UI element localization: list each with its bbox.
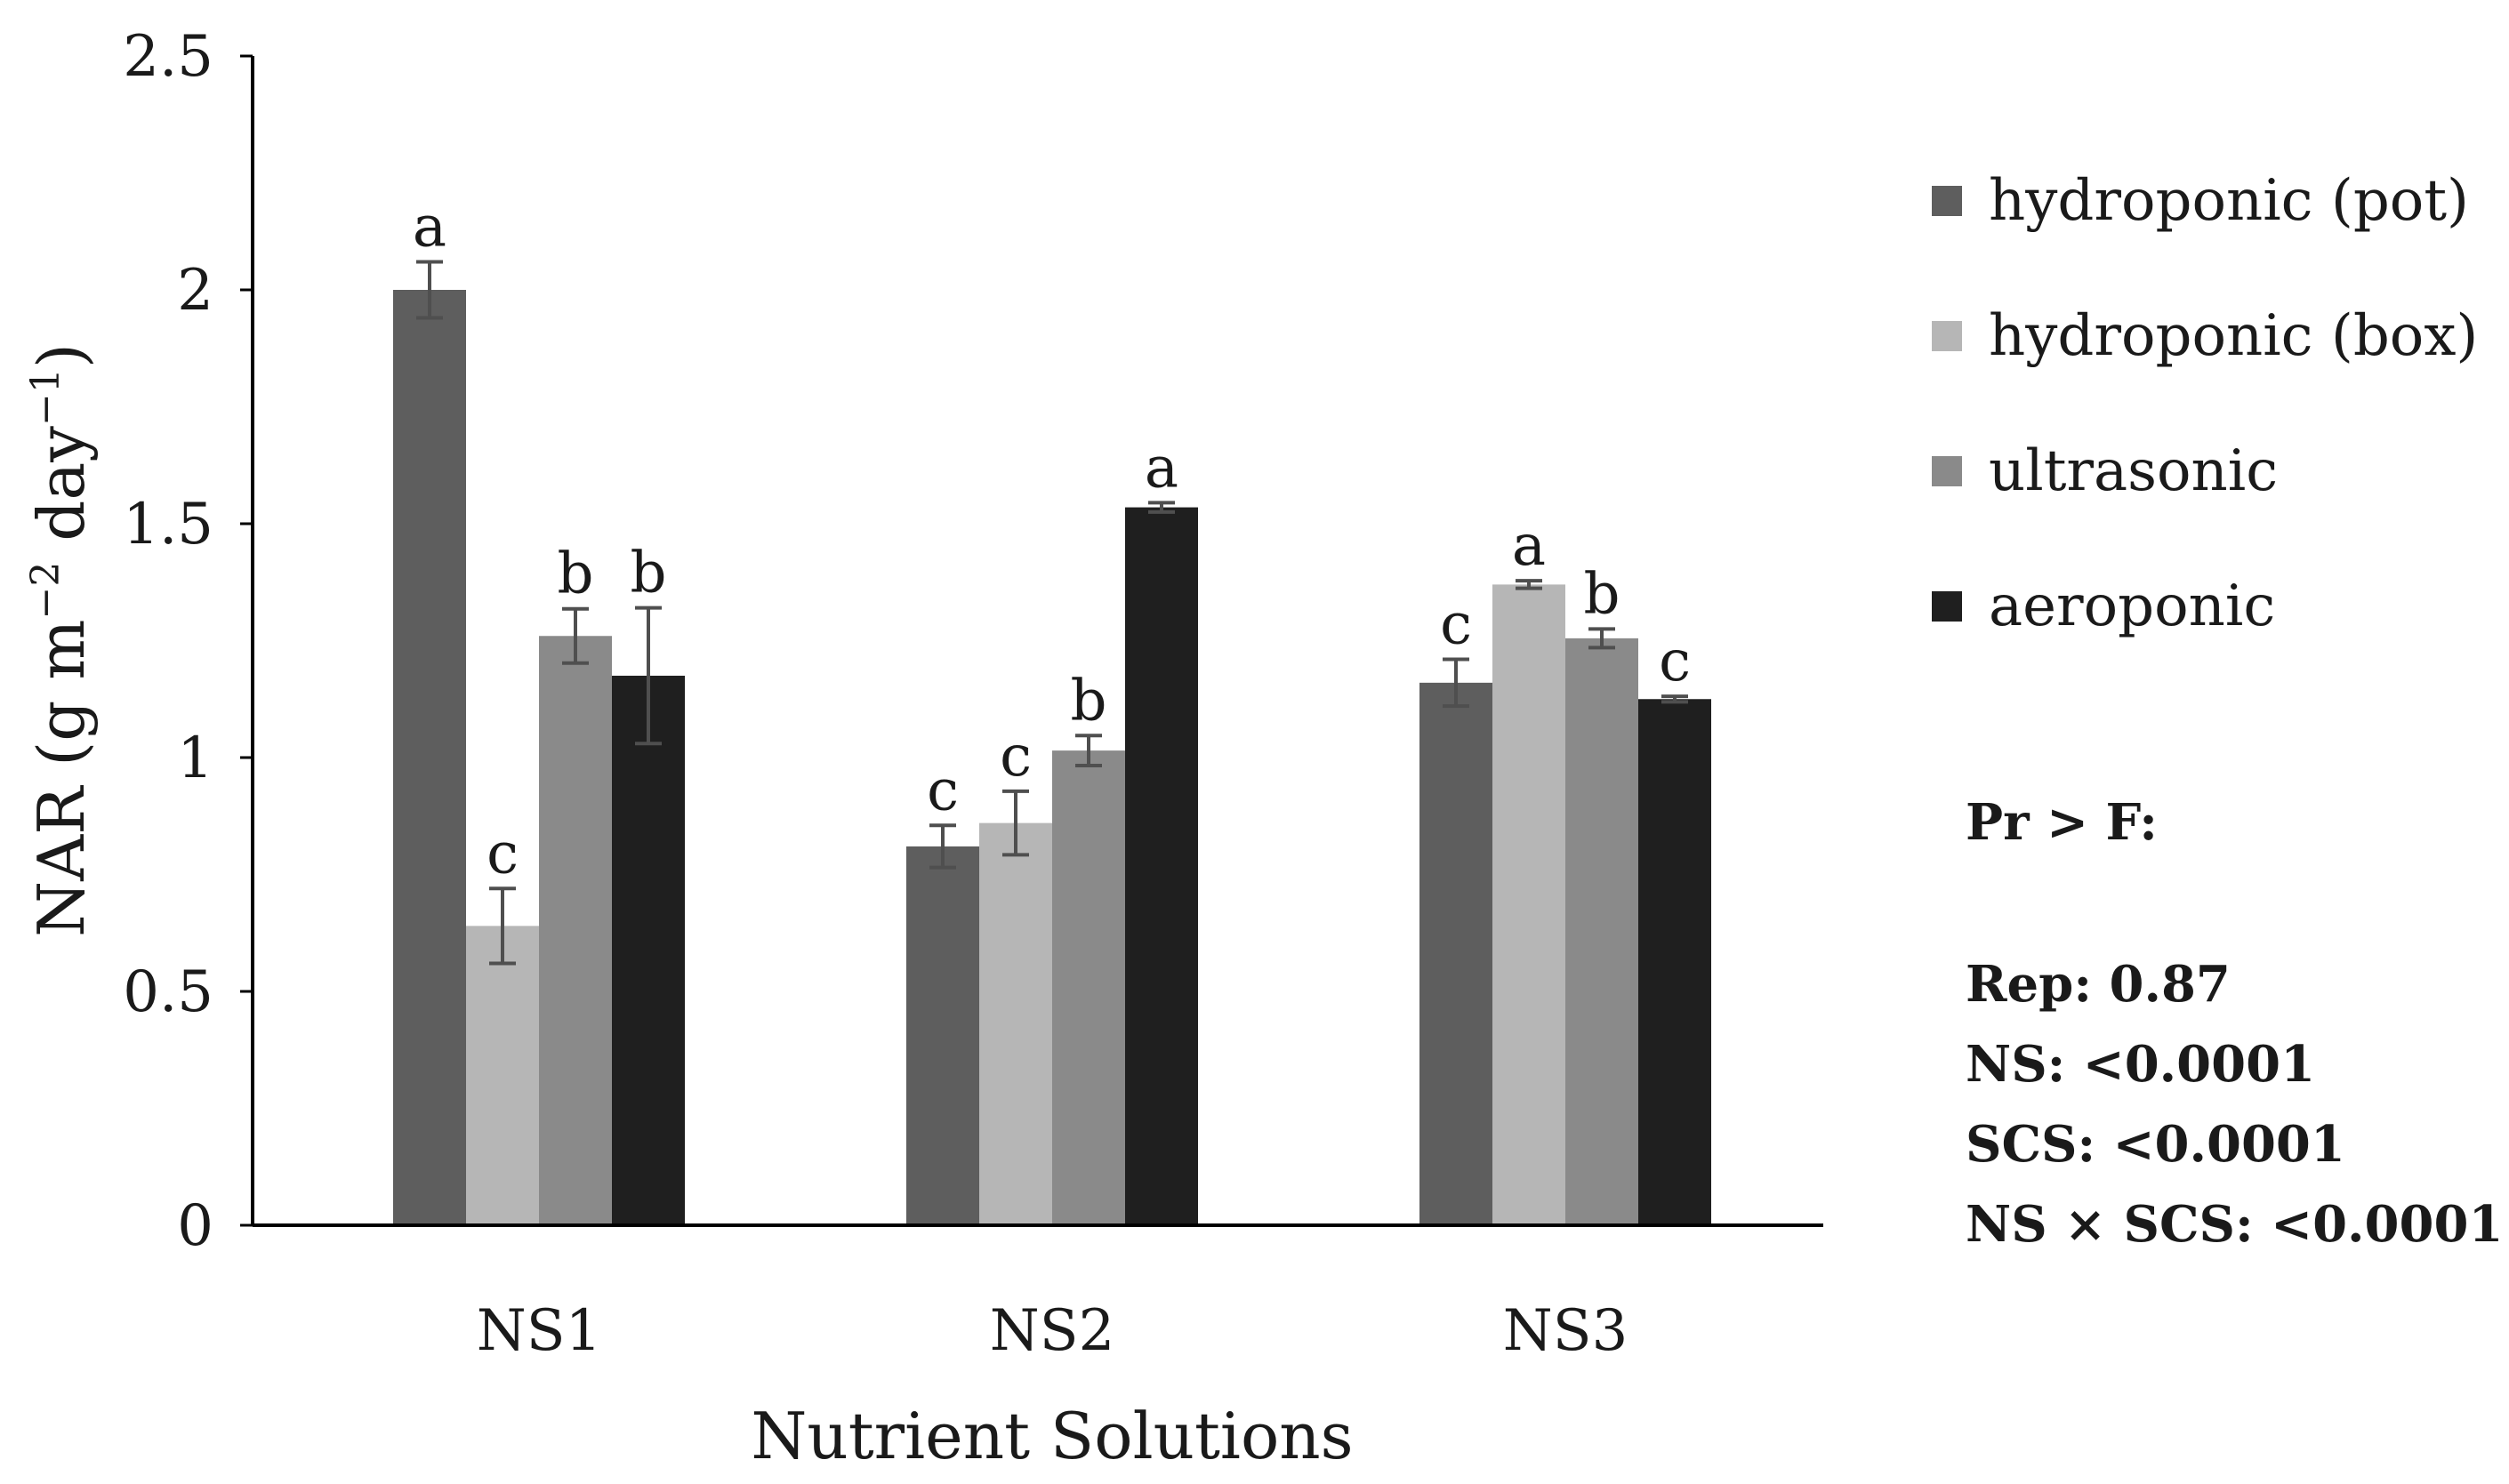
bar bbox=[466, 926, 539, 1225]
y-axis-title-exp2: −1 bbox=[23, 368, 68, 426]
y-axis-title: NAR (g m−2 day−1) bbox=[23, 343, 99, 937]
error-bar bbox=[1002, 789, 1029, 857]
error-bar bbox=[489, 886, 516, 966]
legend-item-hydroponic-box: hydroponic (box) bbox=[1932, 269, 2478, 404]
legend-label: aeroponic bbox=[1989, 574, 2276, 639]
y-axis-title-exp1: −2 bbox=[23, 562, 68, 620]
anova-stats: Pr > F: Rep: 0.87 NS: <0.0001 SCS: <0.00… bbox=[1966, 782, 2503, 1264]
legend: hydroponic (pot) hydroponic (box) ultras… bbox=[1932, 133, 2478, 674]
legend-item-ultrasonic: ultrasonic bbox=[1932, 404, 2478, 539]
y-axis-title-main: NAR (g m bbox=[24, 619, 99, 936]
error-bar bbox=[929, 823, 956, 870]
x-axis-title: Nutrient Solutions bbox=[751, 1399, 1353, 1473]
bar bbox=[906, 846, 979, 1225]
significance-letter: c bbox=[1000, 724, 1032, 790]
error-bar bbox=[635, 606, 662, 746]
legend-swatch-ultrasonic bbox=[1932, 456, 1962, 486]
bar bbox=[612, 675, 685, 1225]
legend-label: ultrasonic bbox=[1989, 438, 2279, 504]
significance-letter: a bbox=[1145, 435, 1178, 501]
y-tick-label: 1 bbox=[177, 726, 213, 791]
x-tick-label: NS3 bbox=[1503, 1298, 1628, 1364]
stats-line-interaction: NS × SCS: <0.0001 bbox=[1966, 1195, 2504, 1254]
significance-letter: c bbox=[1440, 592, 1472, 658]
significance-letter: b bbox=[558, 541, 594, 607]
error-bar bbox=[1443, 657, 1469, 709]
legend-swatch-hydroponic-pot bbox=[1932, 186, 1962, 216]
error-bar bbox=[1075, 734, 1102, 767]
significance-letter: a bbox=[1512, 513, 1546, 579]
error-bar bbox=[562, 606, 589, 665]
bar bbox=[1052, 750, 1125, 1225]
bar bbox=[1125, 507, 1198, 1225]
x-tick-label: NS2 bbox=[990, 1298, 1115, 1364]
stats-line-ns: NS: <0.0001 bbox=[1966, 1035, 2316, 1094]
error-bar bbox=[1516, 579, 1542, 590]
legend-item-aeroponic: aeroponic bbox=[1932, 539, 2478, 674]
stats-heading: Pr > F: bbox=[1966, 793, 2158, 852]
bar bbox=[979, 822, 1052, 1225]
error-bar bbox=[1588, 627, 1615, 650]
error-bar bbox=[1148, 501, 1175, 514]
error-bar bbox=[1661, 694, 1688, 704]
significance-letter: a bbox=[413, 194, 446, 260]
bar bbox=[393, 290, 466, 1225]
bar bbox=[1419, 682, 1492, 1225]
bar bbox=[1565, 638, 1638, 1225]
significance-letter: c bbox=[927, 758, 959, 823]
y-axis-ticks: 0 0.5 1 1.5 2 2.5 bbox=[123, 24, 253, 1259]
stats-line-rep: Rep: 0.87 bbox=[1966, 955, 2231, 1014]
significance-letter: c bbox=[1659, 629, 1691, 694]
x-tick-label: NS1 bbox=[477, 1298, 602, 1364]
significance-letter: c bbox=[487, 821, 519, 886]
legend-item-hydroponic-pot: hydroponic (pot) bbox=[1932, 133, 2478, 269]
y-axis-title-mid: day bbox=[24, 426, 99, 562]
stats-line-scs: SCS: <0.0001 bbox=[1966, 1115, 2345, 1174]
significance-letter: b bbox=[1071, 668, 1107, 734]
y-tick-label: 2.5 bbox=[123, 24, 213, 90]
legend-label: hydroponic (pot) bbox=[1989, 168, 2469, 234]
legend-swatch-hydroponic-box bbox=[1932, 321, 1962, 351]
significance-letter: b bbox=[1584, 561, 1620, 627]
y-tick-label: 0 bbox=[177, 1193, 213, 1259]
bar bbox=[1492, 584, 1565, 1225]
bar bbox=[539, 636, 612, 1225]
y-axis-title-end: ) bbox=[24, 343, 99, 368]
y-tick-label: 1.5 bbox=[123, 492, 213, 558]
y-tick-label: 0.5 bbox=[123, 959, 213, 1025]
bar bbox=[1638, 699, 1711, 1225]
legend-swatch-aeroponic bbox=[1932, 591, 1962, 622]
x-axis-ticks: NS1 NS2 NS3 bbox=[477, 1298, 1628, 1364]
legend-label: hydroponic (box) bbox=[1989, 303, 2479, 369]
error-bar bbox=[416, 260, 443, 320]
significance-letter: b bbox=[631, 541, 667, 606]
y-tick-label: 2 bbox=[177, 258, 213, 324]
